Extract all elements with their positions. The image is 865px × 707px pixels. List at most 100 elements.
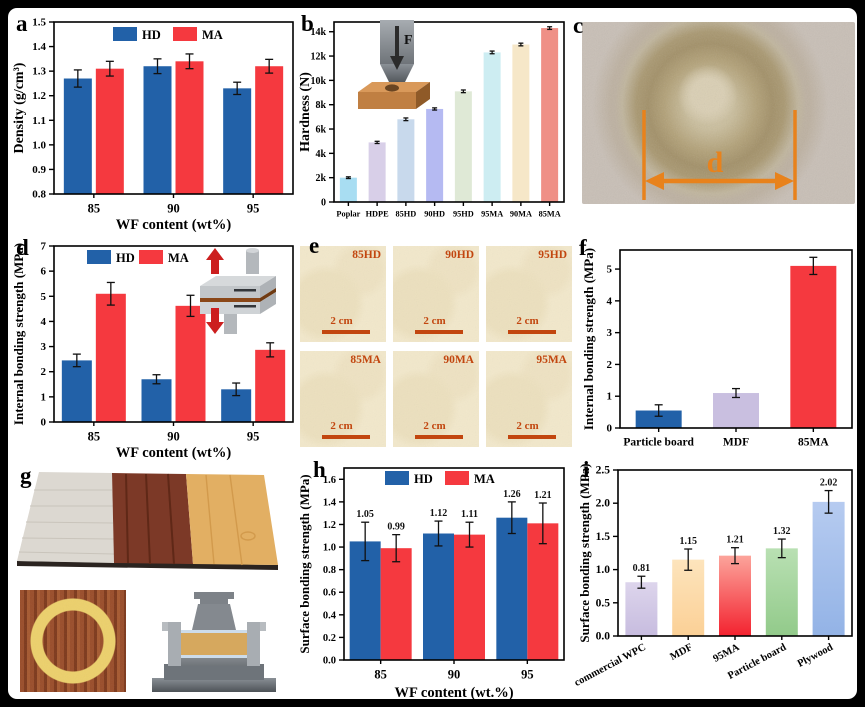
value-label: 1.21 [726, 535, 744, 546]
y-tick-label: 0.8 [323, 565, 336, 576]
y-axis-label: Surface bonding strength (MPa) [297, 474, 312, 653]
force-arrow-head [390, 56, 404, 70]
fixture-base [152, 678, 276, 692]
bar-f-Internal bonding strength-MDF [713, 393, 759, 428]
panel-label-e: e [309, 233, 320, 258]
x-tick-label: 85MA [539, 209, 561, 218]
value-label: 0.81 [633, 563, 651, 574]
bar-i-Surface bonding strength-MDF [672, 559, 705, 636]
y-tick-label: 6 [41, 266, 47, 278]
y-tick-label: 4 [607, 295, 613, 307]
x-tick-label: 85 [88, 430, 101, 444]
bar-b-Hardness-90HD [426, 108, 444, 202]
scale-line [508, 330, 557, 334]
tile-grain [393, 351, 479, 447]
y-tick-label: 1.2 [323, 520, 336, 531]
indenter-schematic: F [358, 20, 430, 109]
scale-bar: 2 cm [508, 311, 557, 334]
panel-label-b: b [301, 11, 314, 36]
legend-swatch-HD [87, 250, 111, 264]
tile-label: 85MA [350, 354, 381, 366]
y-tick-label: 1.1 [32, 115, 46, 127]
bar-a-MA-90 [175, 61, 204, 194]
maple-grain [205, 474, 256, 566]
y-tick-label: 0 [607, 423, 613, 435]
y-tick-label: 0.6 [323, 588, 336, 599]
panel-label-c: c [573, 13, 584, 38]
value-label: 1.26 [503, 489, 521, 500]
scale-text: 2 cm [330, 315, 353, 327]
bar-h-HD-95 [496, 517, 528, 660]
bar-a-HD-85 [63, 78, 92, 194]
y-axis-label: Surface bonding strength (MPa) [577, 463, 592, 642]
internal-bonding-comparison-chart: 0 1 2 3 4 5 Particle board MDF 85MA Internal bond… [580, 236, 858, 462]
bar-b-Hardness-95HD [454, 91, 472, 202]
tile-grain [300, 351, 386, 447]
y-tick-label: 0.9 [32, 164, 46, 176]
up-arrow-shaft [211, 260, 219, 274]
y-tick-label: 1 [607, 391, 613, 403]
x-axis-label: WF content (wt.%) [394, 685, 513, 701]
piston [192, 604, 236, 630]
bar-b-Hardness-90MA [512, 44, 530, 202]
fixture-pedestal [164, 664, 264, 680]
panel-label-g: g [20, 463, 32, 488]
x-tick-label: Poplar [336, 209, 360, 218]
pull-test-schematic [200, 248, 276, 334]
right-wall [247, 622, 260, 666]
bar-i-Surface bonding strength-commercial WPC [625, 582, 658, 636]
y-tick-label: 1.0 [32, 139, 46, 151]
wood-block-side [416, 82, 430, 109]
y-tick-label: 14k [310, 27, 326, 38]
scale-text: 2 cm [516, 420, 539, 432]
tile-grain [486, 351, 572, 447]
scale-bar: 2 cm [415, 311, 464, 334]
y-axis-label: Internal bonding strength (MPa) [581, 248, 596, 430]
diameter-annotation: d [642, 110, 797, 200]
value-label: 1.05 [356, 509, 374, 520]
bar-d-MA-95 [255, 349, 286, 422]
y-tick-label: 10k [310, 76, 326, 87]
value-label: 1.32 [773, 526, 791, 537]
down-arrow-head [206, 322, 224, 334]
y-tick-label: 0 [321, 198, 326, 209]
x-axis-label: WF content (wt%) [116, 445, 232, 461]
x-tick-label: 85MA [798, 437, 829, 449]
scale-bar: 2 cm [322, 311, 371, 334]
scale-line [415, 330, 464, 334]
y-tick-label: 0 [41, 417, 47, 429]
upper-block-front [200, 286, 260, 298]
x-tick-label: 95 [247, 202, 260, 216]
surface-photo-grid: 85HD 2 cm 90HD 2 cm 95HD 2 cm 85MA 2 cm … [300, 246, 572, 447]
bar-h-MA-95 [527, 523, 559, 660]
value-label: 1.11 [461, 509, 478, 520]
panel-label-d: d [16, 235, 29, 260]
top-cylinder [246, 250, 259, 274]
surface-bond-fixture [150, 588, 278, 699]
x-tick-label: commercial WPC [573, 642, 648, 689]
value-label: 1.21 [534, 490, 552, 501]
bar-f-Internal bonding strength-85MA [790, 265, 837, 428]
legend-label-HD: HD [414, 472, 433, 486]
bar-h-HD-90 [423, 533, 454, 660]
x-axis-label: WF content (wt%) [116, 217, 232, 233]
legend-swatch-MA [445, 471, 469, 485]
scale-line [508, 435, 557, 439]
surface-photo-tile: 90MA 2 cm [393, 351, 479, 447]
x-tick-label: 95MA [712, 642, 742, 665]
bar-d-MA-85 [95, 293, 126, 422]
x-tick-label: 85HD [396, 209, 417, 218]
hardness-chart: 0 2k 4k 6k 8k 10k 12k 14k Poplar HDPE 85HD 90HD 95HD… [296, 10, 572, 236]
y-tick-label: 0.0 [323, 656, 336, 667]
diameter-arrow-right-head [775, 172, 794, 190]
panel-label-h: h [313, 457, 326, 482]
y-tick-label: 0.8 [32, 189, 46, 201]
indentation-dent [385, 84, 399, 92]
y-tick-label: 12k [310, 52, 326, 63]
chart-svg-h: 1.05 1.12 1.26 0.99 1.11 1.21 0.0 0.2 0.4 0.6 0.8 1… [297, 467, 565, 701]
y-tick-label: 6k [315, 125, 326, 136]
down-arrow-shaft [211, 308, 219, 322]
y-tick-label: 0.0 [596, 631, 611, 643]
value-label: 2.02 [820, 478, 838, 489]
y-axis-label: Hardness (N) [298, 72, 313, 152]
